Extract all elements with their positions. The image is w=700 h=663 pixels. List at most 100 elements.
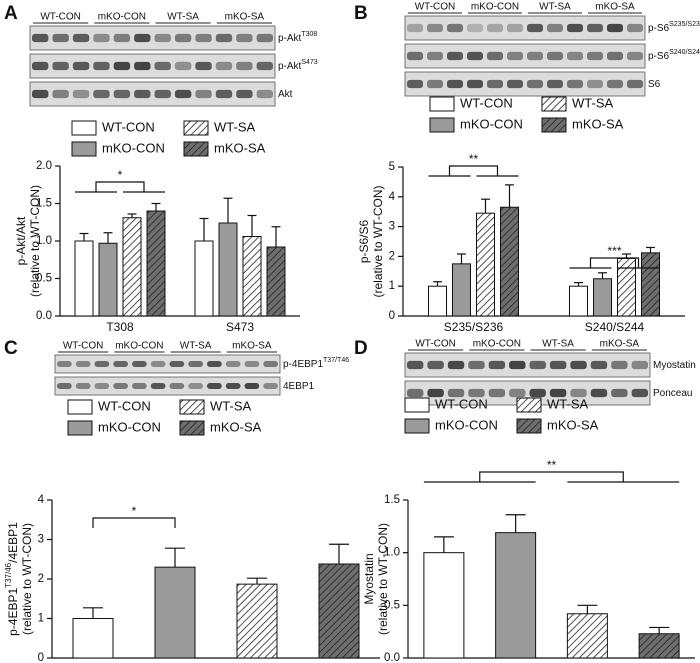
y-tick-label: 0 <box>38 652 44 663</box>
blot-band <box>263 382 278 390</box>
blot-group-label: WT-SA <box>167 12 199 23</box>
blot-band <box>195 89 212 99</box>
blot-strip <box>404 352 651 378</box>
bar <box>218 222 238 317</box>
blot-band <box>154 61 171 71</box>
blot-band <box>236 89 253 99</box>
blot-band <box>509 388 526 398</box>
y-label-sup: T37/46 <box>4 562 13 587</box>
blot-band <box>427 360 444 370</box>
panel: A WT-CON mKO-CON WT-SA mKO-SAp-AktT308p-AktS… <box>4 3 318 334</box>
bracket-line <box>589 257 640 268</box>
blot-row-label: Akt <box>278 89 293 100</box>
blot-band <box>236 33 253 43</box>
blot-band <box>567 51 583 61</box>
y-tick-label: 1.0 <box>384 547 400 559</box>
blot-group-label: mKO-SA <box>225 12 265 23</box>
blot-band <box>244 382 260 390</box>
blot-band <box>527 23 543 33</box>
blot-group-label: WT-SA <box>180 341 212 352</box>
bar <box>98 242 118 317</box>
blot-band <box>215 33 233 43</box>
blot-band <box>529 388 546 398</box>
blot-band <box>467 51 483 61</box>
legend-label: WT-CON <box>102 119 155 134</box>
blot-band <box>150 382 166 390</box>
blot-band <box>447 79 463 89</box>
y-tick-label: 0 <box>389 310 395 322</box>
y-tick-label: 1.0 <box>36 235 52 247</box>
blot-band <box>507 79 523 89</box>
legend-label: WT-SA <box>547 396 588 411</box>
panel: D WT-CON mKO-CON WT-SA mKO-SA Myostatin Poncea… <box>354 338 696 663</box>
legend-swatch <box>67 399 93 415</box>
blot-band <box>52 61 69 71</box>
blot-strip <box>54 354 281 374</box>
legend-swatch <box>71 120 97 136</box>
y-tick-label: 2.0 <box>36 160 52 172</box>
blot-band <box>590 360 608 370</box>
y-axis-label: (relative to WT-CON) <box>371 185 385 297</box>
blot-band <box>507 51 523 61</box>
blot-band <box>52 33 69 43</box>
blot-band <box>509 360 526 370</box>
y-label-tail: /4EBP1 <box>6 522 20 563</box>
bar <box>638 633 680 659</box>
y-axis-label: p-Akt/Akt <box>14 216 28 265</box>
blot-row-name: Akt <box>278 89 293 100</box>
y-label-text: Myostatin <box>362 553 376 604</box>
legend-label: mKO-SA <box>210 419 262 434</box>
blot-group-label: WT-CON <box>63 341 104 352</box>
legend-label: WT-SA <box>210 398 251 413</box>
blot-strip <box>29 81 276 107</box>
blot-band <box>607 23 623 33</box>
blot-band <box>627 51 643 61</box>
blot-band <box>467 79 483 89</box>
blot-band <box>468 360 485 370</box>
blot-band <box>244 360 260 368</box>
legend-swatch <box>404 418 430 434</box>
blot-band <box>154 33 171 43</box>
blot-group-label: mKO-SA <box>232 341 272 352</box>
blot-band <box>72 89 90 99</box>
blot-band <box>32 33 49 43</box>
blot-row-name: Myostatin <box>653 360 696 371</box>
blot-row-label: p-S6S235/S236 <box>648 21 700 34</box>
y-tick-label: 1.5 <box>36 198 52 210</box>
blot-band <box>631 388 648 398</box>
panel: C WT-CON mKO-CON WT-SA mKO-SAp-4EBP1T37/T464… <box>4 338 380 663</box>
blot-band <box>529 360 546 370</box>
blot-band <box>507 23 523 33</box>
blot-row-sup: S240/S244 <box>669 49 700 56</box>
blot-band <box>32 61 49 71</box>
legend-swatch <box>429 117 455 133</box>
blot-band <box>549 360 567 370</box>
legend-label: mKO-SA <box>572 116 624 131</box>
legend-swatch <box>71 141 97 157</box>
blot-band <box>57 360 72 368</box>
x-tick-label: T308 <box>106 320 134 334</box>
blot-group-label: mKO-CON <box>115 341 163 352</box>
bar <box>266 246 286 317</box>
blot-group-label: WT-CON <box>415 2 456 13</box>
blot-band <box>570 360 587 370</box>
blot-band <box>150 360 166 368</box>
bracket-line <box>95 181 145 192</box>
legend-swatch <box>183 120 209 136</box>
blot-row-sup: T37/T46 <box>323 357 349 364</box>
blot-row-name: p-S6 <box>648 51 670 62</box>
legend-label: WT-CON <box>98 398 151 413</box>
blot-band <box>169 382 185 390</box>
significance-label: * <box>118 168 123 182</box>
panel-letter: A <box>4 3 18 24</box>
panel-letter: C <box>4 338 18 359</box>
blot-band <box>75 360 91 368</box>
blot-band <box>195 33 212 43</box>
y-tick-label: 0.0 <box>36 310 52 322</box>
blot-band <box>134 61 151 71</box>
legend-label: mKO-SA <box>214 140 266 155</box>
blot-band <box>407 388 424 398</box>
blot-group-label: WT-SA <box>542 339 574 350</box>
blot-band <box>93 33 110 43</box>
